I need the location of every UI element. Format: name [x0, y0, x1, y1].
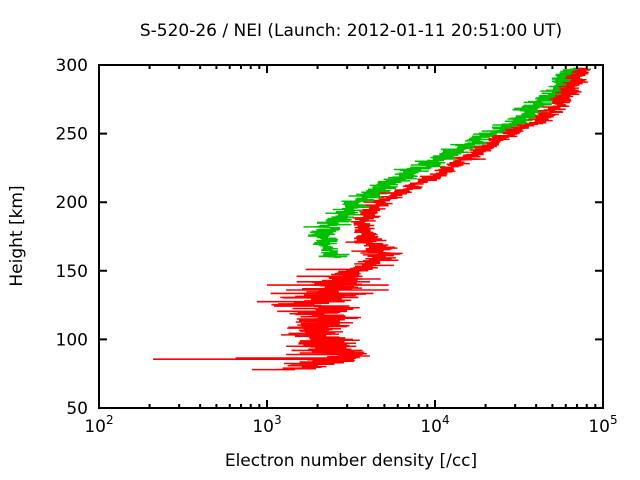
green-series-error-bars: [303, 67, 591, 258]
green-series-spikes: [319, 253, 350, 258]
red-series-error-bars: [252, 67, 590, 371]
red-series-spikes: [153, 252, 390, 360]
y-tick-label: 50: [66, 399, 88, 419]
y-tick-label: 200: [56, 193, 88, 213]
y-axis-label: Height [km]: [7, 185, 27, 286]
plot-frame: [98, 64, 604, 409]
x-axis-label: Electron number density [/cc]: [225, 451, 477, 471]
tick-marks: [98, 64, 604, 409]
green-series-curve: [303, 67, 591, 258]
x-tick-label: 102: [84, 413, 113, 437]
data-curves: [153, 67, 591, 371]
axis-tick-labels: 102 103 104 105 50 100 150 200 250 300: [56, 56, 618, 437]
chart-title: S-520-26 / NEI (Launch: 2012-01-11 20:51…: [140, 21, 562, 41]
y-tick-label: 150: [56, 262, 88, 282]
red-series-curve: [153, 67, 590, 371]
x-tick-label: 105: [588, 413, 617, 437]
axis-ticks: [98, 64, 604, 409]
x-tick-label: 103: [252, 413, 281, 437]
y-tick-label: 100: [56, 330, 88, 350]
y-tick-label: 300: [56, 56, 88, 76]
x-tick-label: 104: [420, 413, 449, 437]
y-tick-label: 250: [56, 125, 88, 145]
